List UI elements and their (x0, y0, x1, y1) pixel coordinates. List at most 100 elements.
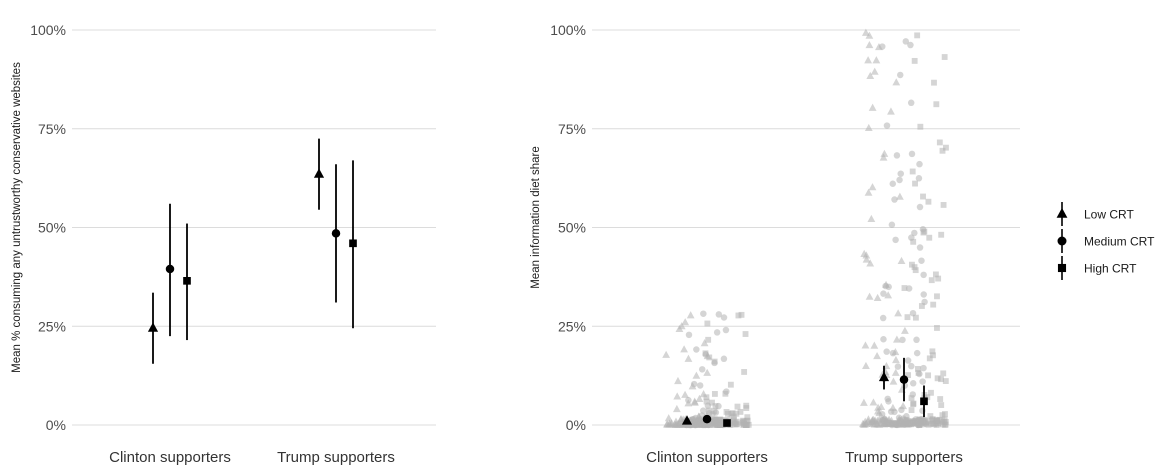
y-tick-label: 0% (566, 417, 586, 433)
raw-point (896, 71, 904, 79)
raw-point (673, 392, 682, 400)
raw-point (744, 417, 751, 424)
raw-point (918, 303, 925, 309)
raw-point (915, 175, 923, 182)
raw-observations (662, 28, 949, 429)
raw-point (703, 368, 712, 376)
raw-point (916, 418, 923, 425)
raw-point (884, 395, 891, 403)
raw-point (897, 170, 904, 177)
raw-point (928, 389, 934, 396)
legend-label: Low CRT (1084, 208, 1134, 222)
raw-point (910, 238, 917, 245)
raw-point (936, 139, 943, 146)
raw-point (684, 354, 693, 362)
x-category-label: Clinton supporters (646, 449, 768, 466)
raw-point (869, 398, 878, 406)
raw-point (862, 255, 871, 263)
y-tick-label: 50% (38, 220, 66, 236)
raw-point (700, 339, 709, 347)
raw-point (693, 346, 700, 353)
raw-point (921, 298, 928, 306)
raw-point (744, 414, 751, 421)
raw-point (712, 409, 720, 416)
raw-point (743, 402, 750, 409)
raw-point (904, 314, 911, 321)
raw-point (685, 331, 693, 339)
raw-point (867, 214, 876, 223)
legend-key-marker (1056, 207, 1068, 218)
raw-point (914, 32, 921, 39)
raw-point (912, 267, 919, 274)
raw-point (942, 378, 949, 384)
raw-point (695, 394, 704, 402)
raw-point (664, 414, 673, 422)
raw-point (912, 419, 919, 426)
legend-key-marker (1057, 263, 1067, 273)
y-tick-label: 50% (558, 220, 586, 236)
x-category-label: Trump supporters (277, 449, 395, 466)
raw-point (864, 123, 873, 132)
raw-point (887, 107, 895, 115)
raw-point (675, 324, 684, 332)
raw-point (909, 380, 917, 387)
raw-point (680, 345, 689, 353)
mean-point (331, 229, 341, 238)
raw-point (730, 416, 737, 423)
raw-point (901, 285, 908, 291)
raw-point (705, 409, 713, 417)
mean-point (349, 239, 357, 248)
raw-point (862, 361, 870, 370)
raw-point (915, 366, 921, 372)
raw-point (879, 417, 887, 424)
raw-point (916, 244, 924, 251)
raw-point (672, 420, 680, 428)
mean-point (165, 264, 175, 274)
raw-point (908, 362, 915, 370)
raw-point (703, 398, 710, 405)
raw-point (737, 408, 744, 415)
raw-point (901, 326, 909, 334)
raw-point (707, 419, 714, 426)
raw-point (920, 229, 927, 236)
raw-point (703, 394, 710, 401)
raw-point (916, 160, 923, 168)
raw-point (940, 370, 947, 377)
raw-point (711, 420, 718, 427)
raw-point (738, 311, 745, 318)
raw-point (904, 357, 912, 364)
raw-point (926, 355, 933, 362)
raw-point (715, 311, 723, 318)
raw-point (942, 421, 949, 428)
raw-point (880, 420, 889, 428)
raw-point (908, 420, 915, 427)
raw-point (928, 418, 935, 424)
raw-point (889, 403, 897, 411)
raw-point (735, 312, 742, 319)
raw-point (681, 318, 690, 326)
raw-point (892, 236, 899, 244)
y-tick-label: 0% (46, 417, 66, 433)
raw-point (693, 421, 700, 428)
raw-point (929, 348, 936, 355)
raw-point (883, 122, 891, 129)
raw-point (865, 40, 874, 49)
raw-point (908, 407, 915, 414)
raw-point (883, 348, 890, 355)
raw-point (730, 413, 737, 420)
raw-point (877, 402, 886, 410)
raw-point (880, 149, 889, 157)
raw-point (911, 229, 918, 237)
raw-point (696, 382, 704, 389)
raw-point (905, 285, 913, 292)
raw-point (939, 412, 946, 419)
raw-point (742, 331, 749, 337)
raw-point (907, 41, 914, 49)
raw-point (716, 420, 723, 427)
x-category-label: Trump supporters (845, 449, 963, 466)
raw-point (873, 293, 882, 302)
raw-point (939, 147, 946, 154)
raw-point (907, 99, 915, 107)
